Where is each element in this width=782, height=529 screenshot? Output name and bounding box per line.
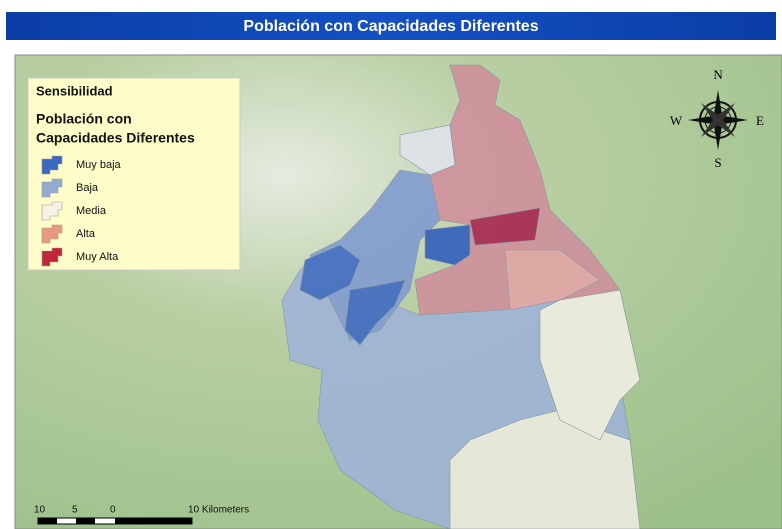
compass: N S E W: [670, 67, 764, 170]
legend-subtitle: Población con: [36, 111, 132, 127]
title-bar: [6, 12, 776, 40]
legend-swatch: [41, 201, 63, 221]
region-muy-baja: [424, 224, 471, 266]
compass-s: S: [714, 155, 721, 170]
scale-label: 0: [110, 505, 116, 516]
legend-swatch: [41, 224, 63, 244]
legend-label: Media: [76, 205, 107, 217]
scale-bar: [37, 517, 193, 525]
legend-label: Muy baja: [76, 159, 122, 171]
scale-label: 10: [34, 505, 46, 516]
scale-labels: 10 5 0 10 Kilometers: [34, 505, 249, 516]
compass-e: E: [756, 113, 764, 128]
legend-label: Baja: [76, 182, 99, 194]
legend-title: Sensibilidad: [36, 83, 113, 98]
scale-label: 10 Kilometers: [188, 505, 249, 516]
legend-label: Alta: [76, 228, 96, 240]
region-muy-baja: [344, 279, 406, 346]
legend-items: Muy baja Baja Media Alta Muy Alta: [41, 155, 122, 267]
legend-subtitle: Capacidades Diferentes: [36, 130, 195, 146]
title: Población con Capacidades Diferentes: [243, 18, 538, 35]
legend-swatch: [41, 155, 63, 175]
region-muy-alta: [469, 207, 541, 246]
region-muy-baja: [299, 244, 361, 301]
compass-w: W: [670, 113, 683, 128]
legend-box: [27, 77, 241, 271]
legend-swatch: [41, 247, 63, 267]
legend-swatch: [41, 178, 63, 198]
legend-label: Muy Alta: [76, 251, 119, 263]
region-alta: [504, 249, 601, 311]
scale-label: 5: [72, 505, 78, 516]
region-alta: [414, 64, 621, 316]
compass-n: N: [713, 67, 723, 82]
regions: [281, 64, 641, 529]
